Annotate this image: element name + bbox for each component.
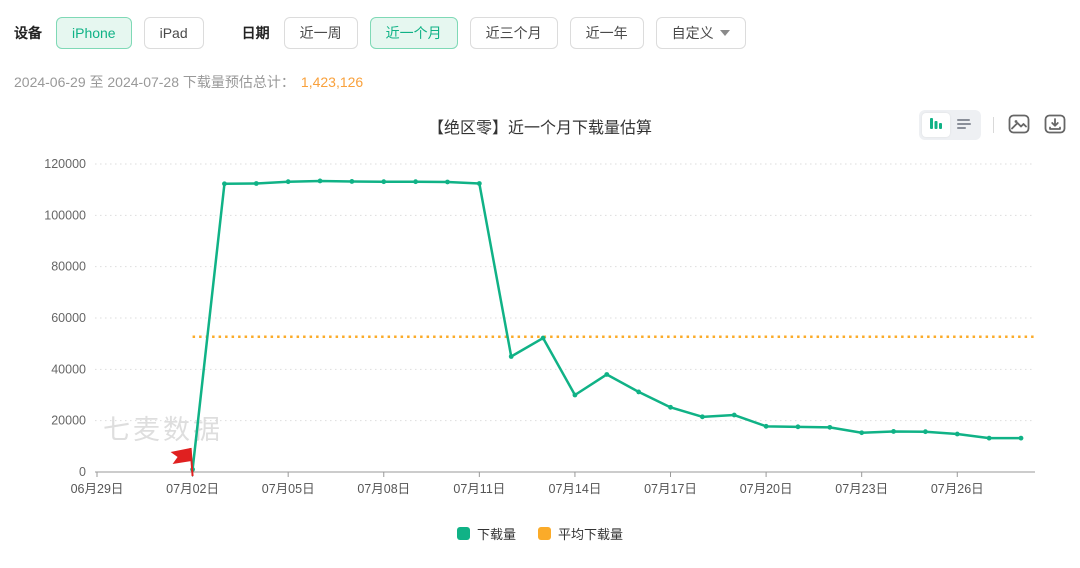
- svg-text:20000: 20000: [51, 414, 86, 428]
- date-option-label: 近一周: [299, 25, 342, 41]
- table-view-button[interactable]: [950, 113, 978, 137]
- date-option-2[interactable]: 近三个月: [469, 17, 558, 49]
- chart-header: 【绝区零】近一个月下载量估算: [0, 110, 1080, 144]
- line-chart[interactable]: 0 20000 40000 60000 80000 100000 120000 06月29日 0…: [0, 144, 1080, 504]
- svg-text:07月14日: 07月14日: [549, 482, 602, 496]
- date-option-1[interactable]: 近一个月: [369, 17, 458, 49]
- svg-text:07月11日: 07月11日: [453, 482, 505, 496]
- bar-chart-icon: [928, 115, 944, 136]
- date-option-label: 近一年: [585, 25, 628, 41]
- svg-text:80000: 80000: [51, 260, 86, 274]
- flag-marker: [170, 447, 194, 477]
- summary-range-text: 2024-06-29 至 2024-07-28 下载量预估总计：: [14, 74, 295, 90]
- summary-line: 2024-06-29 至 2024-07-28 下载量预估总计： 1,423,12…: [0, 50, 1080, 92]
- date-option-label: 近三个月: [485, 25, 542, 41]
- legend-label: 平均下载量: [558, 527, 624, 542]
- svg-text:60000: 60000: [51, 311, 86, 325]
- svg-text:07月02日: 07月02日: [166, 482, 219, 496]
- legend-item-0[interactable]: 下载量: [456, 524, 516, 543]
- svg-text:0: 0: [79, 465, 86, 479]
- bar-chart-view-button[interactable]: [922, 113, 950, 137]
- device-option-label: iPad: [159, 25, 188, 41]
- svg-text:07月17日: 07月17日: [644, 482, 697, 496]
- device-option-1[interactable]: iPad: [143, 17, 204, 49]
- svg-text:06月29日: 06月29日: [71, 482, 124, 496]
- chart-legend: 下载量 平均下载量: [0, 524, 1080, 543]
- date-option-4[interactable]: 自定义: [655, 17, 746, 49]
- date-button-group: 近一周 近一个月 近三个月 近一年 自定义: [283, 17, 746, 49]
- legend-label: 下载量: [476, 527, 516, 542]
- divider: [993, 117, 994, 133]
- legend-item-1[interactable]: 平均下载量: [538, 524, 623, 543]
- download-icon: [1043, 112, 1067, 139]
- svg-text:07月23日: 07月23日: [835, 482, 888, 496]
- export-image-button[interactable]: [1006, 112, 1032, 138]
- date-option-0[interactable]: 近一周: [283, 17, 358, 49]
- chart-section: 【绝区零】近一个月下载量估算: [0, 110, 1080, 543]
- date-label: 日期: [241, 25, 270, 41]
- chevron-down-icon: [719, 30, 730, 36]
- device-label: 设备: [14, 25, 42, 41]
- chart-title: 【绝区零】近一个月下载量估算: [427, 120, 652, 137]
- view-toggle: [919, 110, 981, 140]
- legend-swatch: [538, 527, 551, 540]
- filter-toolbar: 设备 iPhone iPad 日期 近一周 近一个月 近三个月 近一年 自定义: [0, 0, 1080, 50]
- watermark: 七麦数据: [103, 415, 223, 445]
- downloads-line: [191, 179, 1023, 471]
- svg-text:120000: 120000: [44, 157, 86, 171]
- svg-text:07月05日: 07月05日: [262, 482, 315, 496]
- export-image-icon: [1007, 112, 1031, 139]
- device-button-group: iPhone iPad: [56, 17, 204, 49]
- date-option-label: 近一个月: [385, 25, 442, 41]
- download-data-button[interactable]: [1042, 112, 1068, 138]
- date-option-3[interactable]: 近一年: [569, 17, 644, 49]
- date-option-label: 自定义: [671, 25, 714, 41]
- svg-text:100000: 100000: [44, 208, 86, 222]
- summary-total-value: 1,423,126: [300, 74, 364, 90]
- svg-text:07月08日: 07月08日: [357, 482, 410, 496]
- list-icon: [956, 115, 972, 136]
- svg-text:40000: 40000: [51, 362, 86, 376]
- svg-text:07月20日: 07月20日: [740, 482, 793, 496]
- svg-text:07月26日: 07月26日: [931, 482, 984, 496]
- chart-tools: [919, 110, 1068, 140]
- device-option-label: iPhone: [72, 25, 116, 41]
- legend-swatch: [456, 527, 470, 540]
- device-option-0[interactable]: iPhone: [56, 17, 132, 49]
